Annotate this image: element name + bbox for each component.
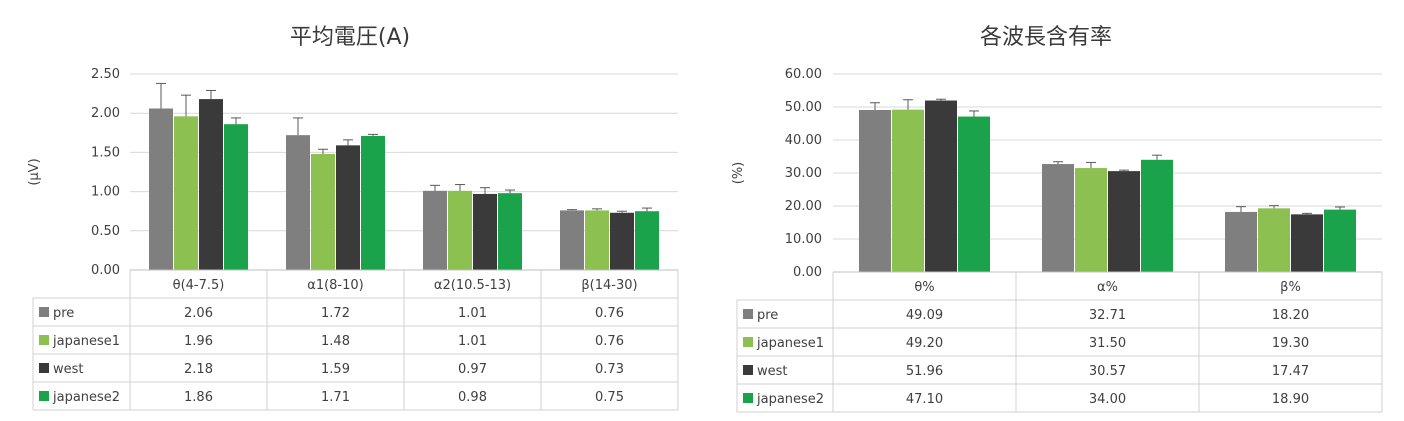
data-label: 49.20 [906, 336, 943, 351]
bar [361, 135, 385, 270]
x-tick-label: β% [1280, 280, 1301, 295]
bar [1075, 168, 1107, 272]
x-tick-label: θ% [914, 280, 934, 295]
y-tick-label: 10.00 [785, 232, 822, 247]
data-label: 1.48 [321, 334, 350, 349]
bar [199, 99, 223, 270]
data-label: 1.96 [184, 334, 213, 349]
data-label: 18.20 [1272, 308, 1309, 323]
data-label: 2.18 [184, 362, 213, 377]
data-label: 0.75 [595, 390, 624, 405]
data-label: 31.50 [1089, 336, 1126, 351]
legend-entry: pre [757, 308, 778, 323]
y-tick-label: 30.00 [785, 166, 822, 181]
legend-swatch [743, 393, 753, 403]
bar [423, 190, 447, 270]
legend-entry: japanese2 [756, 392, 824, 407]
data-label: 0.76 [595, 306, 624, 321]
bar [610, 212, 634, 270]
bar [498, 193, 522, 270]
y-tick-label: 1.00 [91, 185, 120, 200]
y-tick-label: 0.50 [91, 224, 120, 239]
legend-swatch [743, 309, 753, 319]
data-label: 18.90 [1272, 392, 1309, 407]
data-label: 0.98 [458, 390, 487, 405]
chart-title: 各波長含有率 [980, 25, 1112, 50]
y-tick-label: 0.00 [793, 265, 822, 280]
y-tick-label: 0.00 [91, 263, 120, 278]
data-label: 1.86 [184, 390, 213, 405]
bar [958, 116, 990, 272]
data-label: 0.76 [595, 334, 624, 349]
legend-swatch [743, 337, 753, 347]
legend-swatch [39, 391, 49, 401]
bar [1291, 214, 1323, 272]
y-tick-label: 50.00 [785, 100, 822, 115]
legend-swatch [39, 307, 49, 317]
legend-entry: japanese2 [52, 390, 120, 405]
bar [892, 109, 924, 272]
bar [286, 135, 310, 270]
legend-entry: japanese1 [756, 336, 824, 351]
y-tick-label: 40.00 [785, 133, 822, 148]
y-axis-title: (μV) [27, 158, 42, 185]
bar [1258, 208, 1290, 272]
bar [1141, 159, 1173, 272]
data-label: 30.57 [1089, 364, 1126, 379]
data-label: 47.10 [906, 392, 943, 407]
y-tick-label: 2.50 [91, 67, 120, 82]
chart-mean-voltage: 平均電圧(A) (μV) 0.00 0.50 1.00 1.50 2.00 2.50 θ(4-7… [27, 25, 679, 411]
data-label: 1.01 [458, 334, 487, 349]
data-label: 1.72 [321, 306, 350, 321]
bar [585, 210, 609, 270]
y-axis-title: (%) [731, 162, 746, 185]
data-label: 0.73 [595, 362, 624, 377]
x-tick-label: β(14-30) [581, 278, 637, 293]
data-label: 32.71 [1089, 308, 1126, 323]
bar [174, 116, 198, 270]
bar [925, 100, 957, 272]
y-tick-label: 1.50 [91, 145, 120, 160]
bar [1324, 209, 1356, 272]
data-label: 17.47 [1272, 364, 1309, 379]
legend-entry: west [53, 362, 84, 377]
bar [473, 193, 497, 270]
data-label: 34.00 [1089, 392, 1126, 407]
legend-swatch [39, 363, 49, 373]
x-tick-label: θ(4-7.5) [173, 278, 225, 293]
bar [859, 110, 891, 273]
bar [1225, 211, 1257, 272]
x-tick-label: α2(10.5-13) [434, 278, 511, 293]
legend-entry: japanese1 [52, 334, 120, 349]
data-label: 0.97 [458, 362, 487, 377]
y-tick-label: 2.00 [91, 106, 120, 121]
bar [336, 145, 360, 270]
y-tick-label: 60.00 [785, 67, 822, 82]
data-label: 2.06 [184, 306, 213, 321]
legend-swatch [39, 335, 49, 345]
bar [635, 211, 659, 270]
data-label: 51.96 [906, 364, 943, 379]
data-label: 1.71 [321, 390, 350, 405]
bar [448, 190, 472, 270]
data-label: 1.59 [321, 362, 350, 377]
chart-wavelength-ratio: 各波長含有率 (%) 0.00 10.00 20.00 30.00 40.00 50.00 60… [731, 25, 1383, 413]
legend-swatch [743, 365, 753, 375]
x-tick-label: α% [1097, 280, 1118, 295]
x-tick-label: α1(8-10) [307, 278, 364, 293]
bar [1042, 164, 1074, 272]
legend-entry: pre [53, 306, 74, 321]
bar [560, 210, 584, 270]
data-label: 49.09 [906, 308, 943, 323]
chart-title: 平均電圧(A) [290, 25, 410, 50]
data-label: 1.01 [458, 306, 487, 321]
bar [1108, 171, 1140, 272]
y-tick-label: 20.00 [785, 199, 822, 214]
bar [149, 108, 173, 270]
legend-entry: west [757, 364, 788, 379]
data-label: 19.30 [1272, 336, 1309, 351]
bar [224, 124, 248, 271]
bar [311, 153, 335, 270]
